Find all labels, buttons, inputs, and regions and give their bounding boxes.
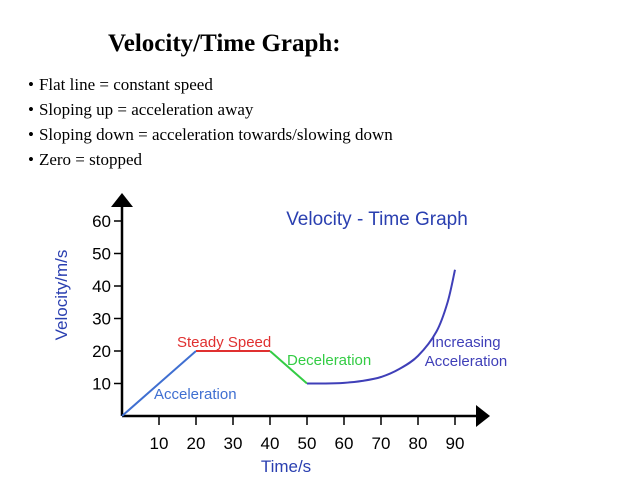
x-tick-label: 10	[150, 434, 169, 453]
chart-series	[121, 269, 456, 417]
steady-speed-label: Steady Speed	[177, 334, 271, 351]
bullet-text: Zero = stopped	[38, 150, 143, 169]
x-tick-label: 50	[298, 434, 317, 453]
bullet-text: Flat line = constant speed	[38, 75, 213, 94]
x-tick-label: 40	[261, 434, 280, 453]
y-axis-label: Velocity/m/s	[52, 250, 71, 341]
bullet-item: • Flat line = constant speed	[28, 72, 393, 97]
chart-ticks: 10 20 30 40 50 60 70 80 90 10 20 30 40 50 60	[92, 212, 464, 453]
y-tick-label: 50	[92, 245, 111, 264]
x-axis-arrow	[476, 405, 490, 427]
x-tick-label: 30	[224, 434, 243, 453]
x-tick-label: 70	[372, 434, 391, 453]
bullet-dot: •	[28, 75, 34, 94]
y-tick-label: 10	[92, 375, 111, 394]
x-tick-label: 20	[187, 434, 206, 453]
acceleration-label: Acceleration	[154, 386, 237, 403]
deceleration-line	[269, 350, 308, 385]
bullet-item: • Sloping up = acceleration away	[28, 97, 393, 122]
bullet-item: • Zero = stopped	[28, 147, 393, 172]
deceleration-label: Deceleration	[287, 352, 371, 369]
y-tick-label: 60	[92, 212, 111, 231]
chart-axes	[111, 193, 490, 427]
bullet-text: Sloping up = acceleration away	[38, 100, 254, 119]
y-tick-label: 30	[92, 310, 111, 329]
increasing-acceleration-label: Increasing Acceleration	[425, 334, 508, 370]
x-tick-label: 60	[335, 434, 354, 453]
y-axis-arrow	[111, 193, 133, 207]
x-tick-label: 80	[409, 434, 428, 453]
slide-title: Velocity/Time Graph:	[108, 30, 341, 57]
bullet-dot: •	[28, 150, 34, 169]
bullet-dot: •	[28, 125, 34, 144]
acceleration-line	[121, 350, 197, 417]
bullet-text: Sloping down = acceleration towards/slow…	[38, 125, 393, 144]
y-tick-label: 40	[92, 277, 111, 296]
x-tick-label: 90	[446, 434, 465, 453]
increasing-acceleration-curve	[306, 269, 456, 385]
x-axis-label: Time/s	[261, 457, 311, 476]
bullet-list: • Flat line = constant speed • Sloping up …	[28, 72, 393, 172]
chart-labels: Acceleration Steady Speed Deceleration Incr…	[52, 209, 507, 476]
bullet-item: • Sloping down = acceleration towards/slo…	[28, 122, 393, 147]
bullet-dot: •	[28, 100, 34, 119]
y-tick-label: 20	[92, 342, 111, 361]
chart-title: Velocity - Time Graph	[286, 209, 468, 230]
